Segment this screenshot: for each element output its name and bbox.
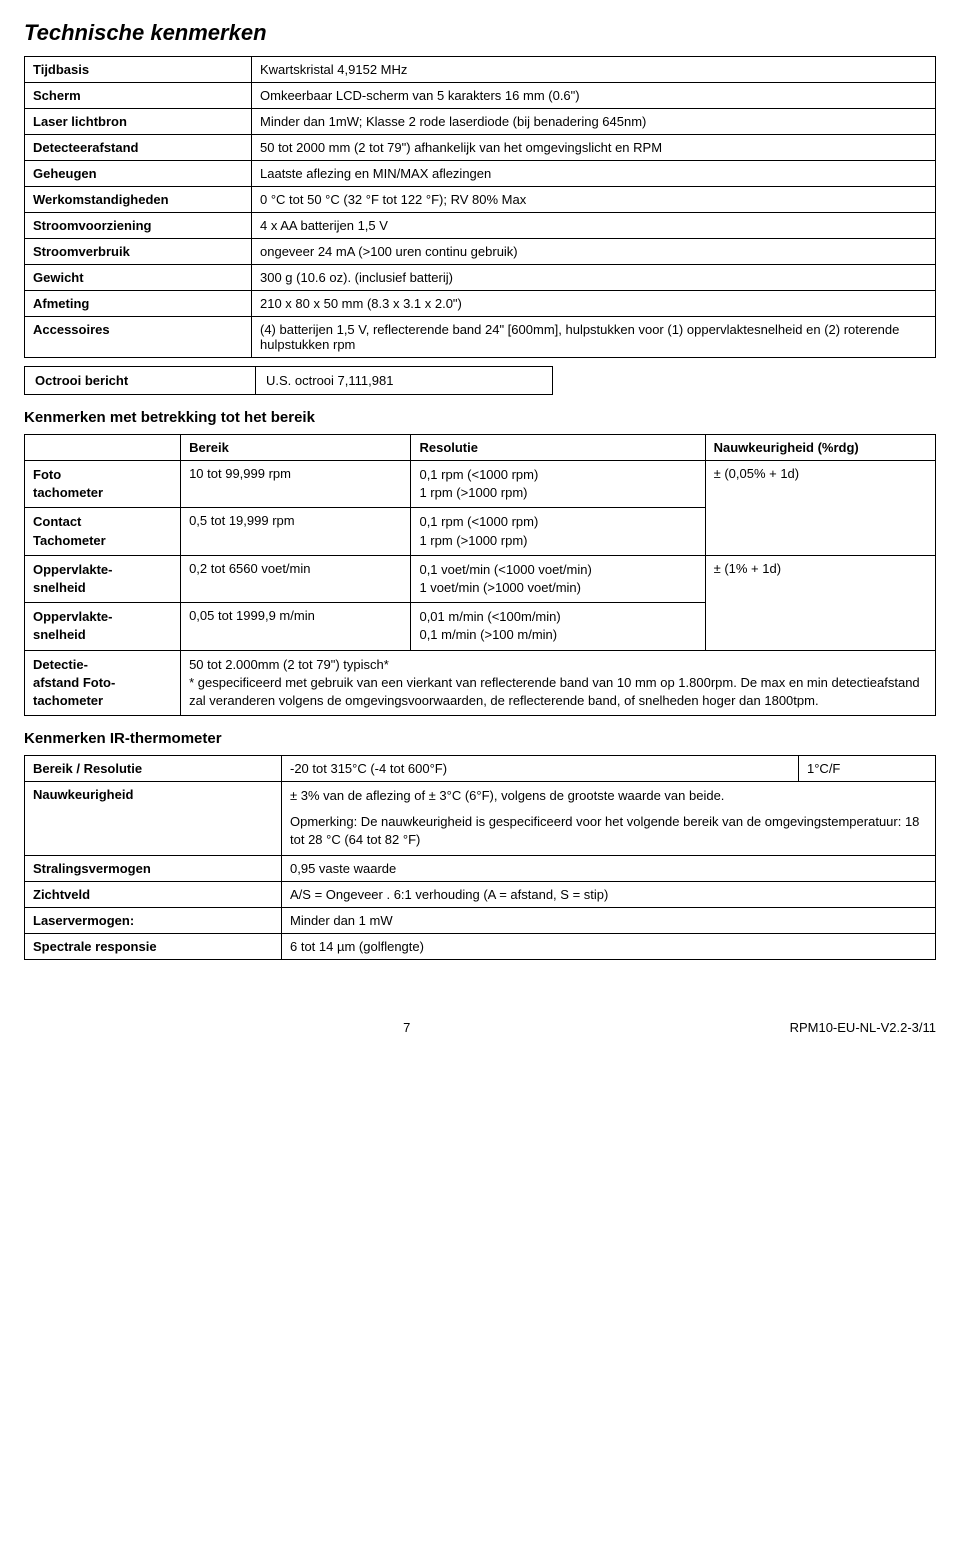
row-surf1-bereik: 0,2 tot 6560 voet/min (181, 555, 411, 602)
spec-label: Stroomvoorziening (25, 213, 252, 239)
row-contact-label: Contact Tachometer (25, 508, 181, 555)
page-title: Technische kenmerken (24, 20, 936, 46)
range-corner (25, 435, 181, 461)
ir-row1-v2: 1°C/F (799, 756, 936, 782)
row-foto-bereik: 10 tot 99,999 rpm (181, 461, 411, 508)
page-number: 7 (403, 1020, 410, 1035)
spec-value: 300 g (10.6 oz). (inclusief batterij) (252, 265, 936, 291)
spec-label: Stroomverbruik (25, 239, 252, 265)
ir-row6-val: 6 tot 14 µm (golflengte) (282, 933, 936, 959)
doc-id: RPM10-EU-NL-V2.2-3/11 (790, 1020, 936, 1035)
row-detect-label: Detectie- afstand Foto- tachometer (25, 650, 181, 716)
ir-row4-label: Zichtveld (25, 881, 282, 907)
row-contact-bereik: 0,5 tot 19,999 rpm (181, 508, 411, 555)
spec-label: Accessoires (25, 317, 252, 358)
range-head-bereik: Bereik (181, 435, 411, 461)
ir-row3-val: 0,95 vaste waarde (282, 855, 936, 881)
row-contact-res: 0,1 rpm (<1000 rpm) 1 rpm (>1000 rpm) (411, 508, 705, 555)
range-table: Bereik Resolutie Nauwkeurigheid (%rdg) F… (24, 434, 936, 716)
ir-row1-label: Bereik / Resolutie (25, 756, 282, 782)
spec-value: Laatste aflezing en MIN/MAX aflezingen (252, 161, 936, 187)
ir-row5-val: Minder dan 1 mW (282, 907, 936, 933)
ir-row5-label: Laservermogen: (25, 907, 282, 933)
ir-heading: Kenmerken IR-thermometer (24, 730, 936, 747)
range-heading: Kenmerken met betrekking tot het bereik (24, 409, 936, 426)
patent-label: Octrooi bericht (25, 367, 256, 395)
page-footer: 7 RPM10-EU-NL-V2.2-3/11 (24, 1020, 936, 1035)
spec-value: 0 °C tot 50 °C (32 °F tot 122 °F); RV 80… (252, 187, 936, 213)
spec-label: Scherm (25, 83, 252, 109)
row-foto-label: Foto tachometer (25, 461, 181, 508)
row-surf1-label: Oppervlakte- snelheid (25, 555, 181, 602)
row-detect-text: 50 tot 2.000mm (2 tot 79") typisch** ges… (181, 650, 936, 716)
row-surf2-bereik: 0,05 tot 1999,9 m/min (181, 603, 411, 650)
range-head-resolutie: Resolutie (411, 435, 705, 461)
spec-value: Kwartskristal 4,9152 MHz (252, 57, 936, 83)
patent-table: Octrooi bericht U.S. octrooi 7,111,981 (24, 366, 553, 395)
spec-label: Gewicht (25, 265, 252, 291)
ir-row1-v1: -20 tot 315°C (-4 tot 600°F) (282, 756, 799, 782)
spec-value: 50 tot 2000 mm (2 tot 79") afhankelijk v… (252, 135, 936, 161)
ir-table: Bereik / Resolutie -20 tot 315°C (-4 tot… (24, 755, 936, 960)
row-acc-2: ± (1% + 1d) (705, 555, 935, 650)
ir-row2-label: Nauwkeurigheid (25, 782, 282, 856)
spec-label: Werkomstandigheden (25, 187, 252, 213)
spec-value: (4) batterijen 1,5 V, reflecterende band… (252, 317, 936, 358)
spec-value: 210 x 80 x 50 mm (8.3 x 3.1 x 2.0") (252, 291, 936, 317)
spec-label: Tijdbasis (25, 57, 252, 83)
spec-value: Omkeerbaar LCD-scherm van 5 karakters 16… (252, 83, 936, 109)
patent-value: U.S. octrooi 7,111,981 (256, 367, 553, 395)
spec-value: 4 x AA batterijen 1,5 V (252, 213, 936, 239)
spec-value: Minder dan 1mW; Klasse 2 rode laserdiode… (252, 109, 936, 135)
row-foto-res: 0,1 rpm (<1000 rpm) 1 rpm (>1000 rpm) (411, 461, 705, 508)
row-surf2-res: 0,01 m/min (<100m/min) 0,1 m/min (>100 m… (411, 603, 705, 650)
spec-label: Detecteerafstand (25, 135, 252, 161)
ir-row6-label: Spectrale responsie (25, 933, 282, 959)
spec-value: ongeveer 24 mA (>100 uren continu gebrui… (252, 239, 936, 265)
row-acc-1: ± (0,05% + 1d) (705, 461, 935, 556)
range-head-acc: Nauwkeurigheid (%rdg) (705, 435, 935, 461)
spec-label: Geheugen (25, 161, 252, 187)
spec-label: Laser lichtbron (25, 109, 252, 135)
ir-row4-val: A/S = Ongeveer . 6:1 verhouding (A = afs… (282, 881, 936, 907)
row-surf1-res: 0,1 voet/min (<1000 voet/min) 1 voet/min… (411, 555, 705, 602)
spec-label: Afmeting (25, 291, 252, 317)
ir-row3-label: Stralingsvermogen (25, 855, 282, 881)
ir-row2-val: ± 3% van de aflezing of ± 3°C (6°F), vol… (282, 782, 936, 856)
row-surf2-label: Oppervlakte- snelheid (25, 603, 181, 650)
specs-table: TijdbasisKwartskristal 4,9152 MHzSchermO… (24, 56, 936, 358)
